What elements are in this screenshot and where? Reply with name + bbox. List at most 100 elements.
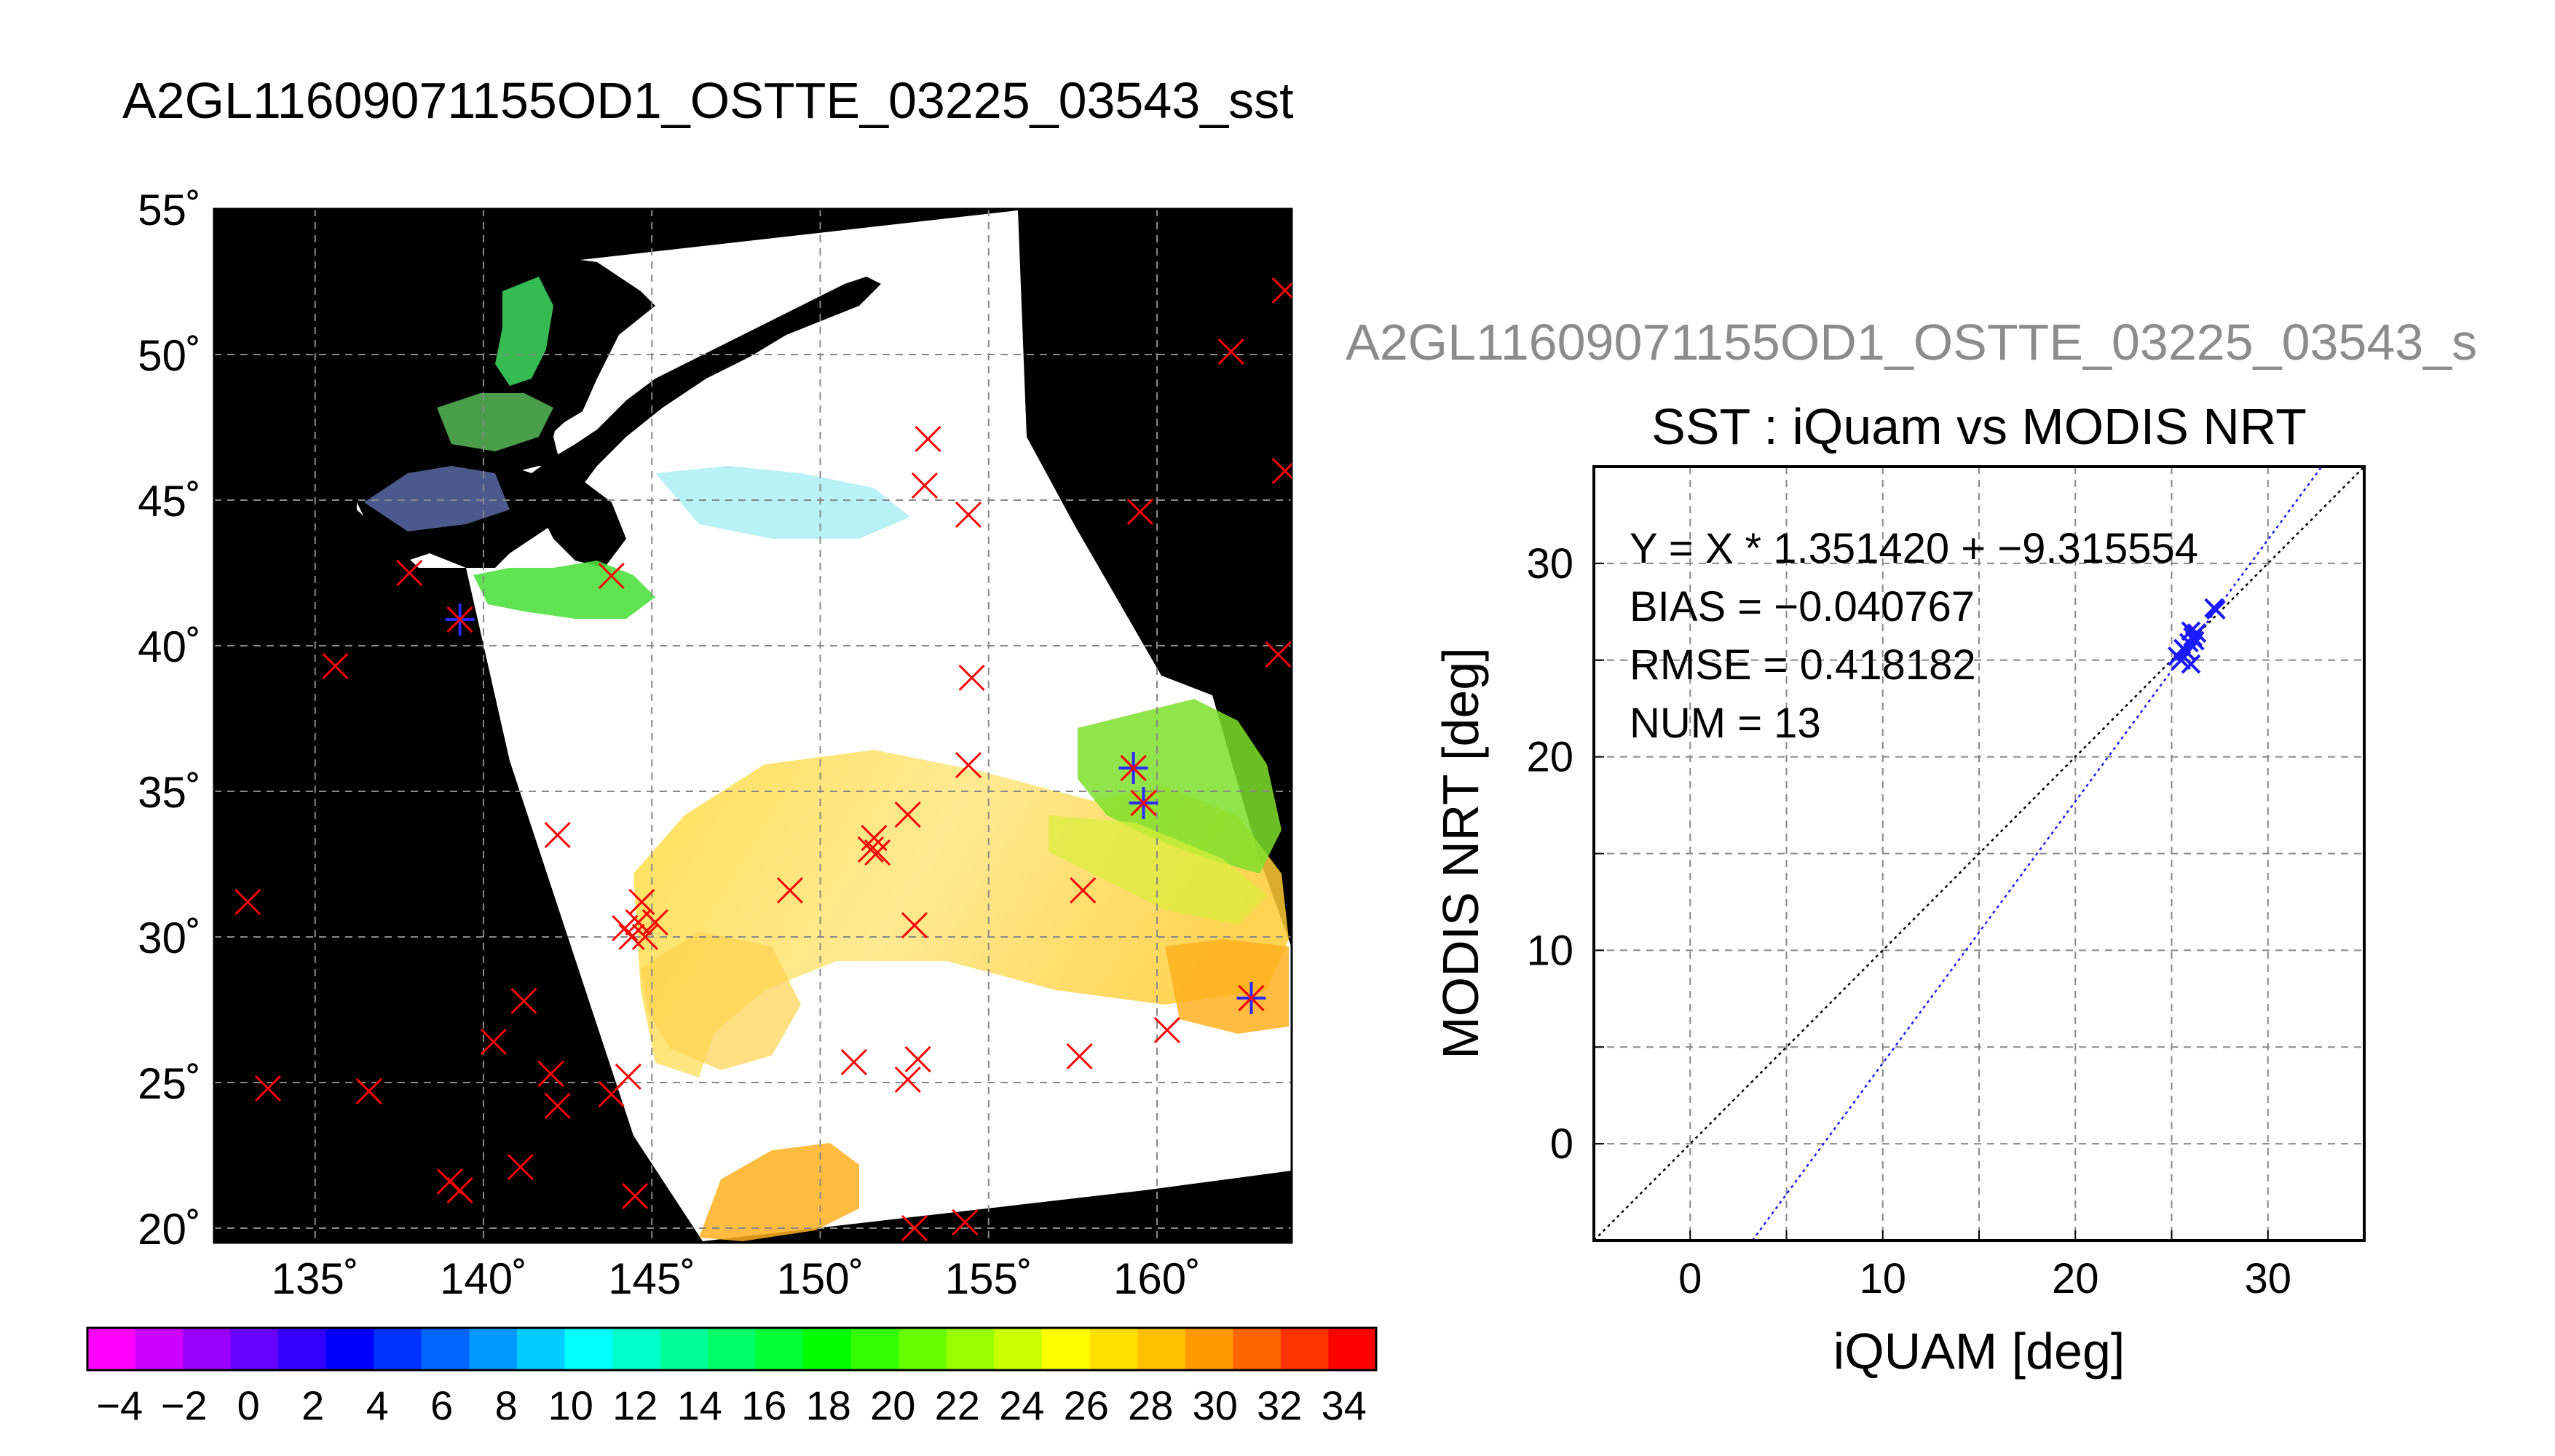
cross-stroke	[2181, 621, 2201, 641]
scatter-points	[2168, 598, 2226, 674]
colorbar-cell	[1042, 1328, 1091, 1370]
map-points	[234, 277, 1292, 1242]
map-ticks: 135˚ 140˚ 145˚ 150˚ 155˚ 160˚ 55˚ 50˚ 45˚ 40˚ 35˚ 3…	[138, 186, 1201, 1303]
colorbar-labels: −4 −2 0 2 4 6 8 10 12 14 16 18 20 22 24 26 28 30 32 34	[96, 1382, 1367, 1428]
colorbar-tick-label: 8	[495, 1382, 518, 1428]
colorbar-cell	[1280, 1328, 1330, 1370]
cross-stroke	[1217, 338, 1244, 365]
cross-stroke	[537, 1060, 564, 1088]
map-point	[1066, 1042, 1093, 1070]
colorbar-cell	[1089, 1328, 1139, 1370]
cross-stroke	[322, 652, 349, 680]
bias-stat: BIAS = −0.040767	[1630, 583, 1975, 630]
map-lat-tick-label: 50˚	[138, 331, 201, 380]
cross-stroke	[955, 501, 982, 529]
cross-stroke	[480, 1028, 507, 1056]
cross-stroke	[911, 472, 938, 499]
map-lon-tick-label: 145˚	[608, 1254, 695, 1303]
colorbar-tick-label: −4	[96, 1382, 143, 1428]
scatter-point	[2204, 598, 2224, 618]
map-lon-tick-label: 135˚	[272, 1254, 359, 1303]
colorbar-cell	[374, 1328, 422, 1370]
cross-stroke	[894, 801, 921, 828]
map-point	[1070, 877, 1097, 904]
colorbar-cell	[1137, 1328, 1186, 1370]
map-point	[894, 1066, 921, 1093]
match-cross	[1130, 789, 1157, 817]
cross-stroke	[2204, 598, 2224, 618]
colorbar-cell	[755, 1328, 805, 1370]
scatter-plot: 0 10 20 30 0 10 20 30 Y = X * 1.351420 + −9.315…	[1432, 465, 2366, 1380]
map-lat-tick-label: 20˚	[138, 1205, 201, 1254]
cross-stroke	[510, 987, 537, 1015]
colorbar-tick-label: 32	[1257, 1382, 1302, 1428]
scatter-stats: Y = X * 1.351420 + −9.315554 BIAS = −0.0…	[1630, 525, 2198, 747]
map-point	[510, 987, 537, 1015]
map-lon-tick-label: 140˚	[440, 1254, 527, 1303]
colorbar-cell	[1233, 1328, 1282, 1370]
map-point	[631, 923, 659, 951]
cross-stroke	[628, 888, 655, 916]
scatter-y-tick-label: 20	[1526, 734, 1573, 781]
cross-stroke	[857, 836, 884, 863]
green-sakhalin	[495, 277, 553, 386]
cross-stroke	[901, 911, 928, 939]
map-point	[618, 923, 645, 951]
cross-stroke	[776, 877, 803, 904]
map-point	[254, 1075, 282, 1102]
cross-stroke	[1271, 282, 1292, 304]
scatter-xlabel: iQUAM [deg]	[1833, 1323, 2125, 1380]
map-lon-tick-label: 160˚	[1113, 1254, 1201, 1303]
cross-stroke	[2171, 650, 2192, 670]
cross-stroke	[544, 821, 571, 849]
cross-stroke	[955, 751, 982, 779]
scatter-x-tick-label: 20	[2052, 1255, 2099, 1302]
cross-stroke	[355, 1077, 382, 1105]
map-point	[480, 1028, 507, 1056]
cross-stroke	[615, 1063, 641, 1091]
map-point	[537, 1060, 564, 1088]
colorbar-cells	[87, 1328, 1377, 1370]
sst-map: 135˚ 140˚ 145˚ 150˚ 155˚ 160˚ 55˚ 50˚ 45˚ 40˚ 35˚ 3…	[138, 186, 1293, 1303]
scatter-y-tick-label: 10	[1526, 927, 1573, 974]
scatter-x-tick-label: 30	[2244, 1255, 2291, 1302]
map-point	[622, 1182, 649, 1210]
map-match-point	[1118, 752, 1148, 784]
map-point	[598, 562, 625, 590]
map-point	[776, 877, 803, 904]
colorbar-tick-label: 34	[1322, 1382, 1367, 1428]
main-title: A2GL11609071155OD1_OSTTE_03225_03543_sst	[122, 72, 1294, 129]
blue-north	[364, 466, 510, 531]
colorbar-tick-label: 14	[677, 1382, 722, 1428]
colorbar-frame	[86, 1326, 1378, 1372]
colorbar-tick-label: 24	[999, 1382, 1044, 1428]
colorbar-cell	[469, 1328, 518, 1370]
map-point	[1271, 457, 1292, 485]
colorbar-cell	[517, 1328, 566, 1370]
map-point	[894, 801, 921, 828]
scatter-ylabel: MODIS NRT [deg]	[1432, 647, 1489, 1059]
cross-stroke	[612, 914, 639, 942]
colorbar: −4 −2 0 2 4 6 8 10 12 14 16 18 20 22 24 26 28 30 32 34	[86, 1326, 1378, 1428]
match-cross	[446, 606, 473, 633]
map-point	[355, 1077, 382, 1105]
cross-stroke	[234, 888, 261, 916]
colorbar-tick-label: 2	[301, 1382, 324, 1428]
cross-stroke	[1120, 754, 1147, 782]
map-point	[1126, 498, 1153, 526]
cross-stroke	[1070, 877, 1097, 904]
map-point	[234, 888, 261, 916]
map-point	[1217, 338, 1244, 365]
green-east	[1078, 699, 1282, 874]
map-point	[544, 821, 571, 849]
orange-south	[699, 1143, 859, 1241]
rmse-stat: RMSE = 0.418182	[1630, 641, 1976, 689]
scatter-y-tick-label: 30	[1526, 540, 1573, 587]
scatter-point	[2171, 650, 2192, 670]
cross-stroke	[544, 1092, 571, 1120]
map-match-point	[1129, 787, 1158, 819]
cross-stroke	[1265, 641, 1292, 668]
colorbar-tick-label: 30	[1193, 1382, 1238, 1428]
map-point	[544, 1092, 571, 1120]
colorbar-cell	[850, 1328, 900, 1370]
